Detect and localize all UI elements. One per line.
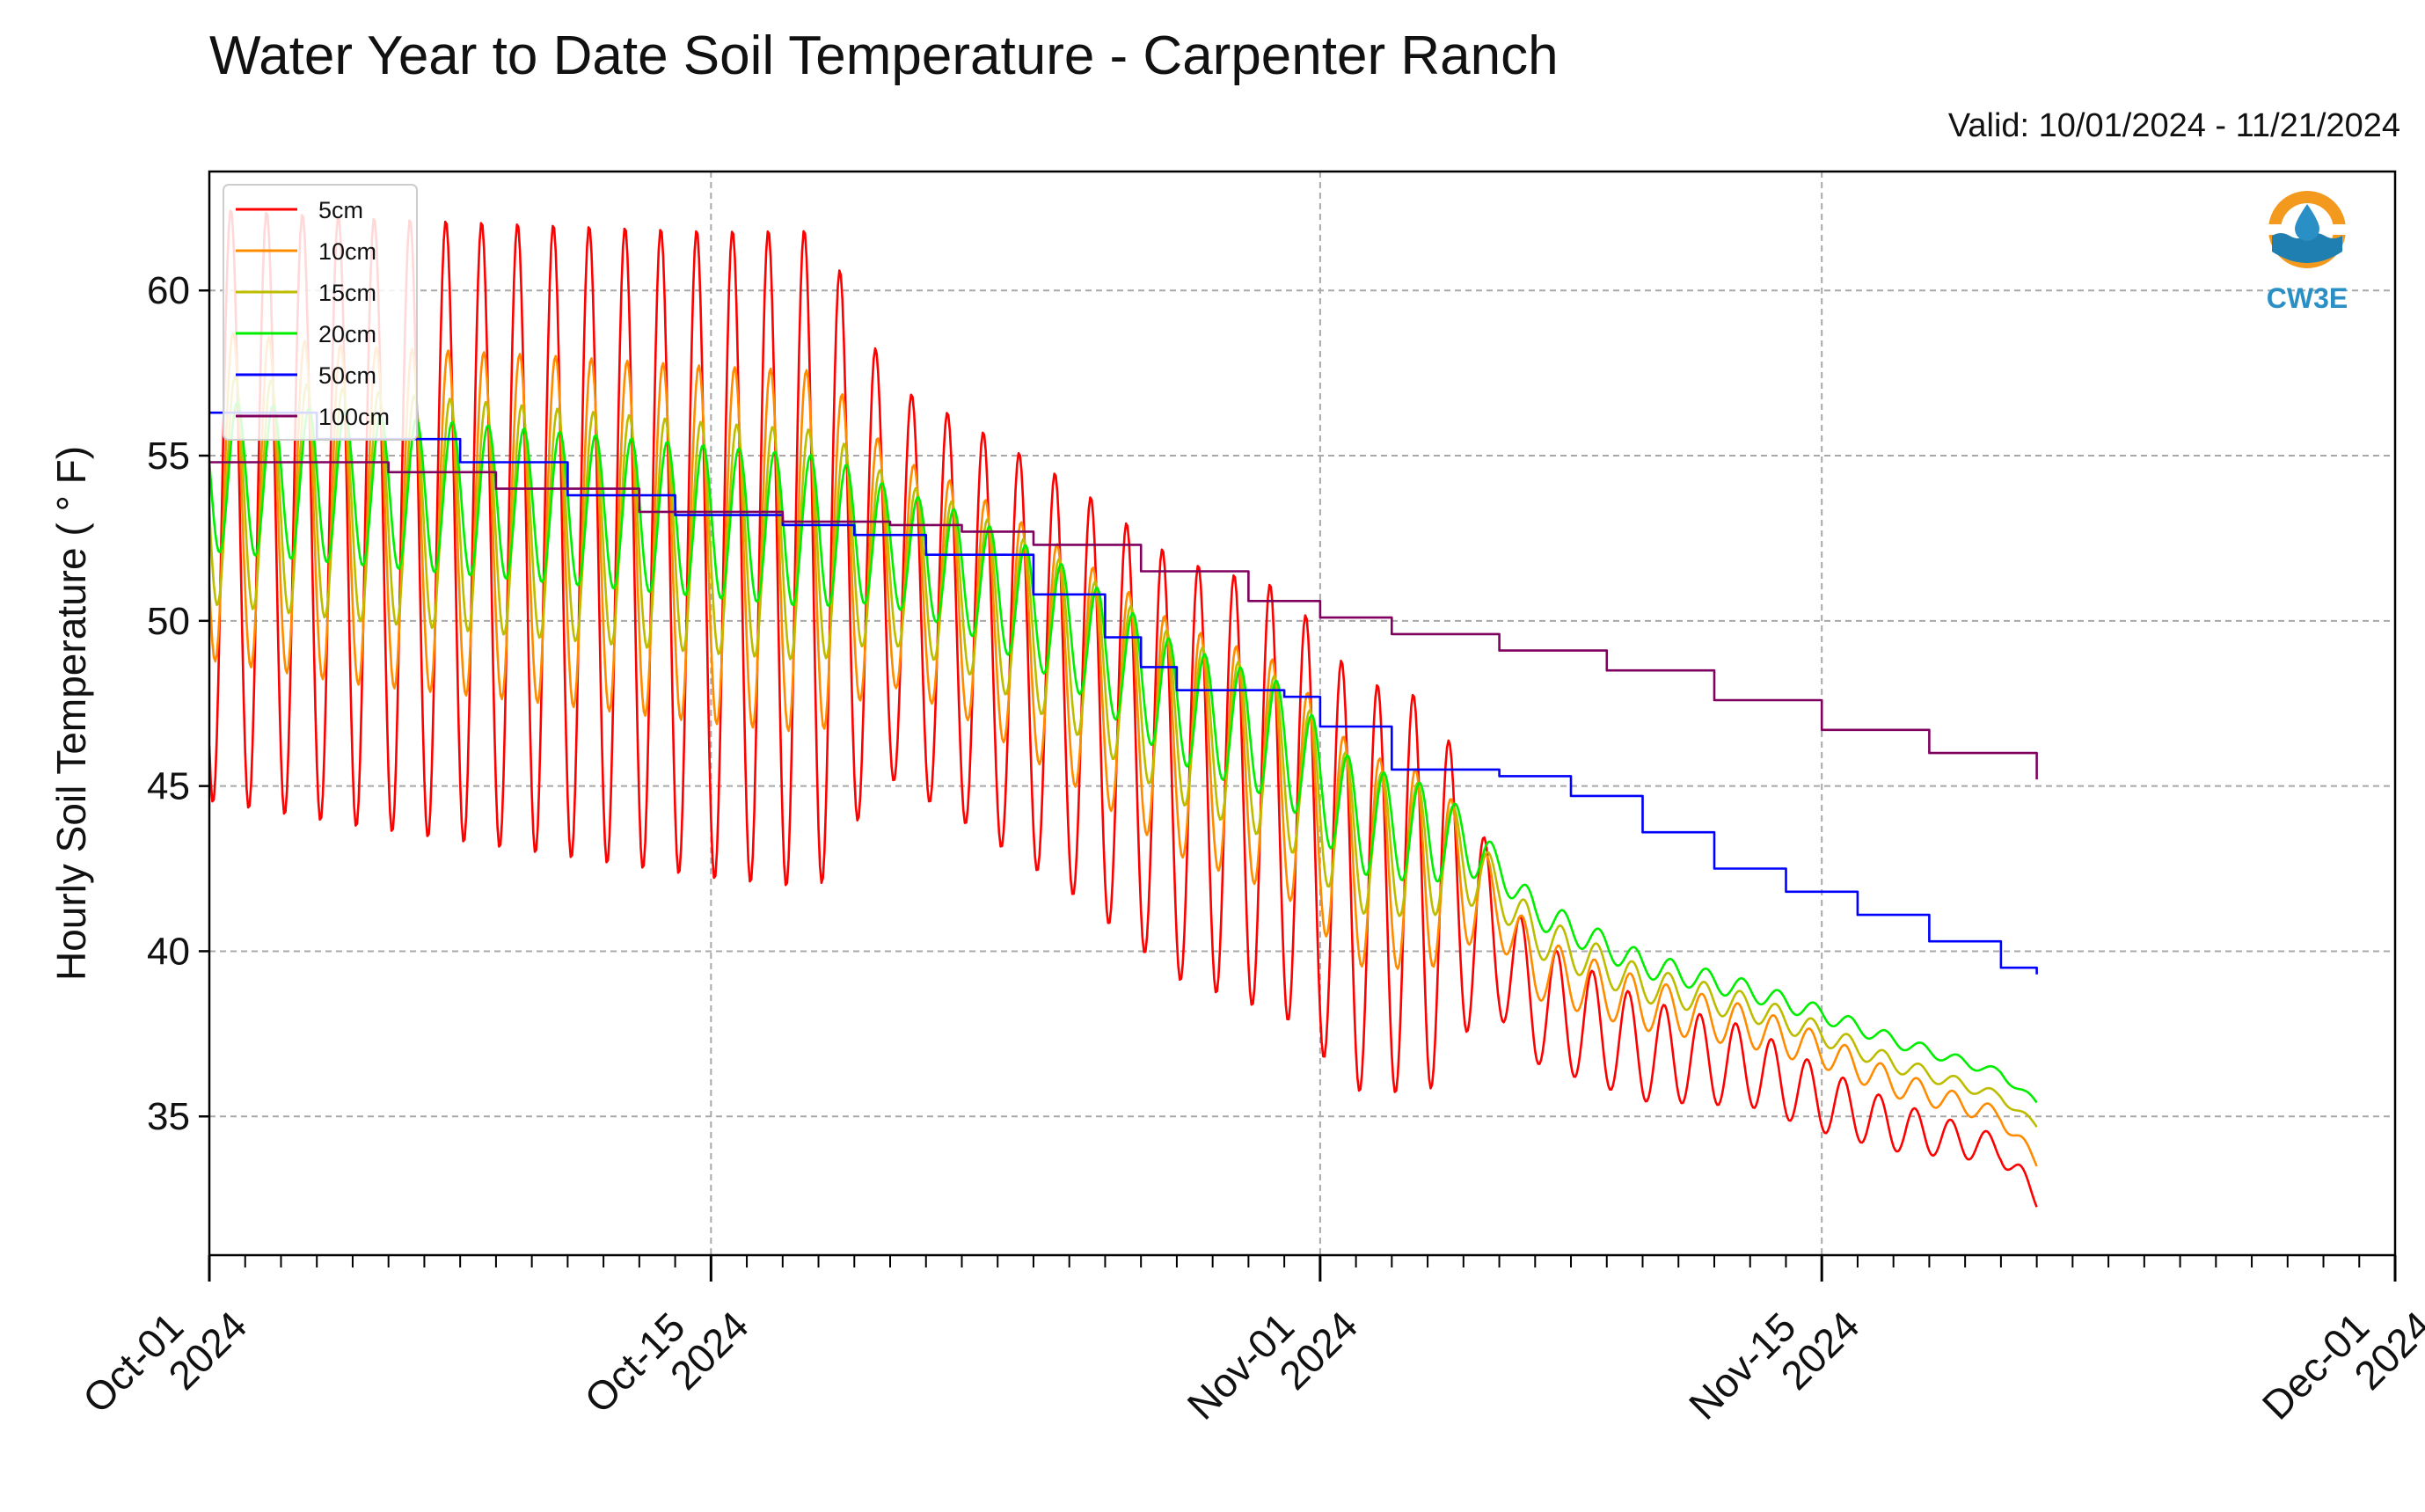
series-line-100cm <box>209 461 2038 780</box>
y-tick-labels: 35 40 45 50 55 60 <box>147 269 190 1138</box>
legend-entry: 10cm <box>318 238 376 265</box>
series-line-15cm <box>209 375 2038 1128</box>
legend-entry: 50cm <box>318 362 376 389</box>
plot-frame <box>208 170 2397 1257</box>
chart-title: Water Year to Date Soil Temperature - Ca… <box>209 26 1559 86</box>
x-tick-label: Oct-012024 <box>74 1271 256 1453</box>
series-line-50cm <box>209 411 2038 975</box>
x-tick-labels: Oct-012024 Oct-152024 Nov-012024 Nov-152024… <box>74 1271 2425 1459</box>
legend-entry: 100cm <box>318 404 390 430</box>
logo-text: CW3E <box>2267 282 2348 314</box>
y-tick-label: 45 <box>147 765 190 808</box>
legend-entry: 20cm <box>318 321 376 347</box>
legend-entry: 15cm <box>318 280 376 306</box>
grid-lines <box>209 172 2395 1255</box>
series-line-5cm <box>209 209 2038 1208</box>
water-drop-icon <box>2295 204 2319 241</box>
series-layer <box>209 209 2038 1208</box>
x-tick-label: Nov-012024 <box>1179 1271 1367 1459</box>
x-tick-label: Oct-152024 <box>575 1271 757 1453</box>
y-tick-label: 60 <box>147 269 190 312</box>
legend-entry: 5cm <box>318 197 363 223</box>
cw3e-logo: CW3E <box>2265 191 2349 314</box>
x-tick-label: Dec-012024 <box>2253 1271 2425 1459</box>
y-tick-label: 35 <box>147 1095 190 1138</box>
y-axis-label: Hourly Soil Temperature ( ° F) <box>48 446 94 981</box>
series-line-10cm <box>209 332 2038 1167</box>
axis-ticks <box>199 289 2397 1282</box>
y-tick-label: 50 <box>147 600 190 643</box>
valid-date-range: Valid: 10/01/2024 - 11/21/2024 <box>1947 107 2400 144</box>
series-line-20cm <box>209 401 2038 1104</box>
y-tick-label: 40 <box>147 930 190 973</box>
legend: 5cm 10cm 15cm 20cm 50cm 100cm <box>223 184 418 441</box>
x-tick-label: Nov-152024 <box>1680 1271 1868 1459</box>
y-tick-label: 55 <box>147 435 190 478</box>
